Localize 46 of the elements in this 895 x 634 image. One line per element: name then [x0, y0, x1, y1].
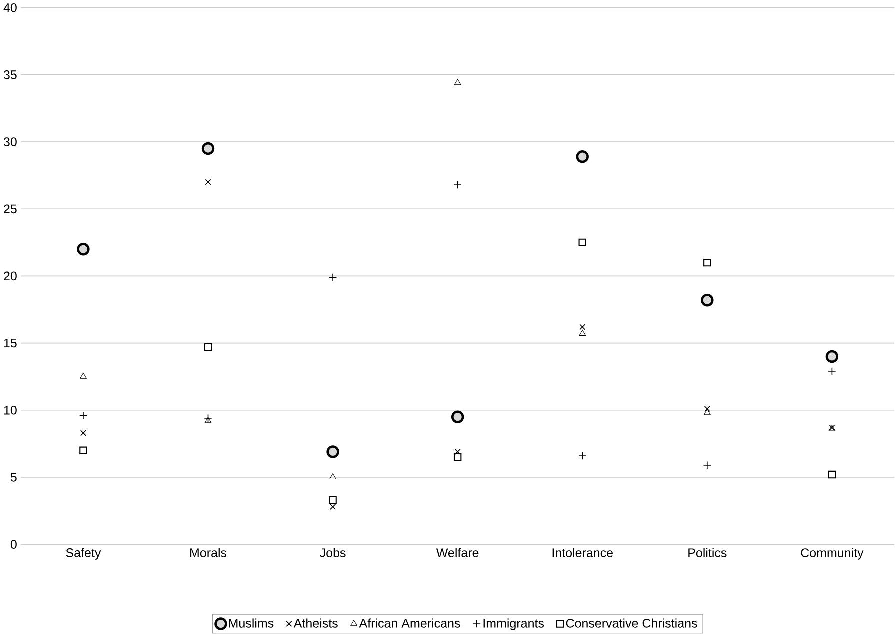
- point: [205, 179, 212, 186]
- point: [828, 471, 836, 479]
- point: [576, 150, 589, 164]
- point: [204, 344, 212, 352]
- x-tick-label: Community: [801, 548, 864, 560]
- point: [326, 446, 340, 458]
- point: [329, 496, 337, 504]
- point: [202, 142, 215, 156]
- legend-label: Muslims: [229, 618, 274, 628]
- point: [704, 409, 711, 416]
- legend-label: Atheists: [294, 618, 338, 628]
- point: [454, 79, 462, 86]
- point: [80, 373, 87, 380]
- x-tick-label: Jobs: [320, 548, 346, 558]
- legend-label: African Americans: [359, 618, 460, 628]
- x-tick-label: Politics: [688, 548, 727, 558]
- point: [330, 504, 336, 510]
- point: [454, 449, 461, 456]
- x-tick-label: Safety: [66, 548, 102, 560]
- point: [701, 294, 714, 307]
- point: [330, 474, 336, 480]
- y-tick-label: 5: [10, 473, 17, 482]
- point: [451, 410, 464, 424]
- y-tick-label: 25: [4, 204, 17, 214]
- point: [80, 430, 86, 436]
- point: [204, 417, 212, 424]
- y-tick-label: 20: [4, 272, 17, 281]
- point: [579, 330, 586, 336]
- point: [704, 406, 710, 412]
- y-tick-label: 0: [10, 540, 17, 550]
- legend-label: Immigrants: [484, 618, 544, 631]
- point: [826, 350, 839, 364]
- point: [704, 259, 712, 267]
- y-tick-label: 10: [4, 406, 17, 415]
- x-tick-label: Intolerance: [552, 548, 613, 558]
- point: [80, 446, 88, 455]
- y-tick-label: 15: [4, 339, 17, 348]
- point: [454, 454, 462, 462]
- y-tick-label: 35: [4, 70, 17, 80]
- y-tick-label: 30: [4, 138, 17, 147]
- x-tick-label: Welfare: [436, 548, 479, 558]
- x-tick-label: Morals: [190, 548, 227, 558]
- y-tick-label: 40: [4, 4, 17, 12]
- point: [578, 238, 586, 247]
- point: [77, 243, 90, 256]
- legend-label: Conservative Christians: [566, 618, 698, 628]
